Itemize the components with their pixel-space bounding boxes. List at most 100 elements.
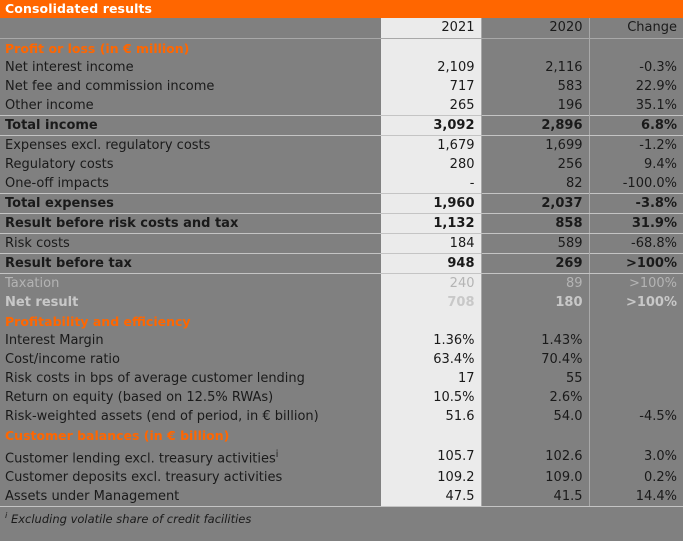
cell-2021: 1,132 xyxy=(381,213,481,234)
row-label: Other income xyxy=(5,98,94,113)
table-row: Cost/income ratio 63.4% 70.4% xyxy=(0,350,683,369)
cell-change xyxy=(588,312,683,331)
page-title: Consolidated results xyxy=(5,0,153,16)
cell-2021: 51.6 xyxy=(381,407,481,426)
cell-change xyxy=(588,331,683,350)
cell-2021: 2,109 xyxy=(381,58,481,77)
cell-change: 9.4% xyxy=(588,155,683,174)
table-row: Risk costs in bps of average customer le… xyxy=(0,369,683,388)
cell-change: -0.3% xyxy=(588,58,683,77)
row-label: Cost/income ratio xyxy=(5,352,121,367)
table-row: Regulatory costs 280 256 9.4% xyxy=(0,155,683,174)
row-label: Total expenses xyxy=(0,193,381,214)
table-row: One-off impacts -82 -100.0% xyxy=(0,174,683,194)
footnote: i Excluding volatile share of credit fac… xyxy=(0,506,683,529)
row-label: Risk-weighted assets (end of period, in … xyxy=(5,409,319,424)
table-row: Risk costs 184 589 -68.8% xyxy=(0,233,683,254)
cell-change: >100% xyxy=(588,273,683,293)
cell-2021 xyxy=(381,312,481,331)
cell-change xyxy=(588,369,683,388)
cell-change: -4.5% xyxy=(588,407,683,426)
cell-2020: 54.0 xyxy=(480,407,589,426)
panel-title-bar: Consolidated results xyxy=(0,0,683,18)
cell-change xyxy=(588,38,683,58)
cell-2020 xyxy=(480,312,589,331)
column-header-2021: 2021 xyxy=(381,18,481,39)
cell-2020: 102.6 xyxy=(480,445,589,469)
row-label: Total income xyxy=(0,115,381,136)
cell-2021: 1,960 xyxy=(381,193,481,214)
row-label: One-off impacts xyxy=(5,176,109,191)
row-label: Customer lending excl. treasury activiti… xyxy=(5,449,279,467)
cell-change xyxy=(588,350,683,369)
cell-change: 35.1% xyxy=(588,96,683,116)
table-body: Profit or loss (in € million) Net interes… xyxy=(0,38,683,507)
cell-2020: 858 xyxy=(480,213,589,234)
cell-2020: 55 xyxy=(480,369,589,388)
section-header-label: Profitability and efficiency xyxy=(5,314,191,329)
row-label: Expenses excl. regulatory costs xyxy=(5,138,211,153)
cell-change: >100% xyxy=(588,293,683,312)
cell-2021: 708 xyxy=(381,293,481,312)
cell-2020: 2,116 xyxy=(480,58,589,77)
cell-2021: 1.36% xyxy=(381,331,481,350)
cell-change: -68.8% xyxy=(588,233,683,254)
table-row: Customer lending excl. treasury activiti… xyxy=(0,445,683,469)
cell-2021: 17 xyxy=(381,369,481,388)
cell-2021: - xyxy=(381,174,481,194)
cell-change: -3.8% xyxy=(588,193,683,214)
table-row: Customer balances (in € billion) xyxy=(0,426,683,445)
table-row: Return on equity (based on 12.5% RWAs) 10… xyxy=(0,388,683,407)
cell-change: 22.9% xyxy=(588,77,683,96)
table-header-row: 2021 2020 Change xyxy=(0,18,683,39)
row-footnote-marker: i xyxy=(275,449,279,460)
cell-change: 3.0% xyxy=(588,445,683,469)
section-header-label: Profit or loss (in € million) xyxy=(5,41,190,56)
cell-2021: 105.7 xyxy=(381,445,481,469)
row-label: Assets under Management xyxy=(5,489,180,505)
row-label: Result before tax xyxy=(0,253,381,274)
cell-change: -100.0% xyxy=(588,174,683,194)
column-header-label xyxy=(0,18,381,39)
cell-2021: 47.5 xyxy=(381,487,481,507)
table-row: Profitability and efficiency xyxy=(0,312,683,331)
cell-2020 xyxy=(480,38,589,58)
cell-change: 0.2% xyxy=(588,468,683,488)
row-label: Net result xyxy=(5,295,79,310)
table-row: Total income 3,092 2,896 6.8% xyxy=(0,115,683,136)
section-header-label: Customer balances (in € billion) xyxy=(5,428,230,443)
cell-change: -1.2% xyxy=(588,135,683,155)
cell-2020: 256 xyxy=(480,155,589,174)
row-label: Interest Margin xyxy=(5,333,104,348)
cell-2020: 41.5 xyxy=(480,487,589,507)
cell-change: >100% xyxy=(588,253,683,274)
row-label: Risk costs xyxy=(5,236,70,251)
row-label: Net fee and commission income xyxy=(5,79,215,94)
table-row: Customer deposits excl. treasury activit… xyxy=(0,468,683,488)
cell-2021 xyxy=(381,38,481,58)
cell-2020: 2,037 xyxy=(480,193,589,214)
cell-2020: 1,699 xyxy=(480,135,589,155)
row-label: Net interest income xyxy=(5,60,134,75)
cell-2021: 109.2 xyxy=(381,468,481,488)
cell-change xyxy=(588,426,683,445)
table-row: Interest Margin 1.36% 1.43% xyxy=(0,331,683,350)
cell-2020: 589 xyxy=(480,233,589,254)
footnote-body: Excluding volatile share of credit facil… xyxy=(7,511,252,526)
cell-2021: 63.4% xyxy=(381,350,481,369)
cell-2021: 948 xyxy=(381,253,481,274)
table-row: Taxation 240 89 >100% xyxy=(0,273,683,293)
table-row: Other income 265 196 35.1% xyxy=(0,96,683,116)
footnote-marker: i xyxy=(5,509,8,520)
cell-change: 14.4% xyxy=(588,487,683,507)
table-row: Assets under Management 47.5 41.5 14.4% xyxy=(0,487,683,507)
row-label: Return on equity (based on 12.5% RWAs) xyxy=(5,390,274,405)
cell-2020: 89 xyxy=(480,273,589,293)
column-header-change: Change xyxy=(588,18,683,39)
table-row: Total expenses 1,960 2,037 -3.8% xyxy=(0,193,683,214)
table-row: Result before tax 948 269 >100% xyxy=(0,253,683,274)
cell-2021: 1,679 xyxy=(381,135,481,155)
cell-2020: 269 xyxy=(480,253,589,274)
row-label: Customer deposits excl. treasury activit… xyxy=(5,470,283,486)
